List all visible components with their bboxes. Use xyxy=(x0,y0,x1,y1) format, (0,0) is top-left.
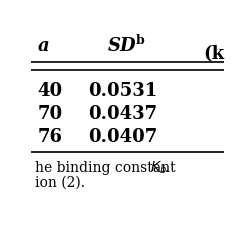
Text: a: a xyxy=(37,37,49,55)
Text: 0.0407: 0.0407 xyxy=(88,128,157,146)
Text: 40: 40 xyxy=(37,82,62,100)
Text: SD: SD xyxy=(108,37,137,55)
Text: ion (2).: ion (2). xyxy=(35,176,85,190)
Text: he binding constant: he binding constant xyxy=(35,161,180,175)
Text: .: . xyxy=(164,161,169,175)
Text: 76: 76 xyxy=(37,128,62,146)
Text: 0.0531: 0.0531 xyxy=(88,82,157,100)
Text: $K_b$: $K_b$ xyxy=(150,160,167,176)
Text: (k: (k xyxy=(203,45,224,63)
Text: b: b xyxy=(136,34,144,47)
Text: 0.0437: 0.0437 xyxy=(88,105,157,123)
Text: 70: 70 xyxy=(37,105,62,123)
